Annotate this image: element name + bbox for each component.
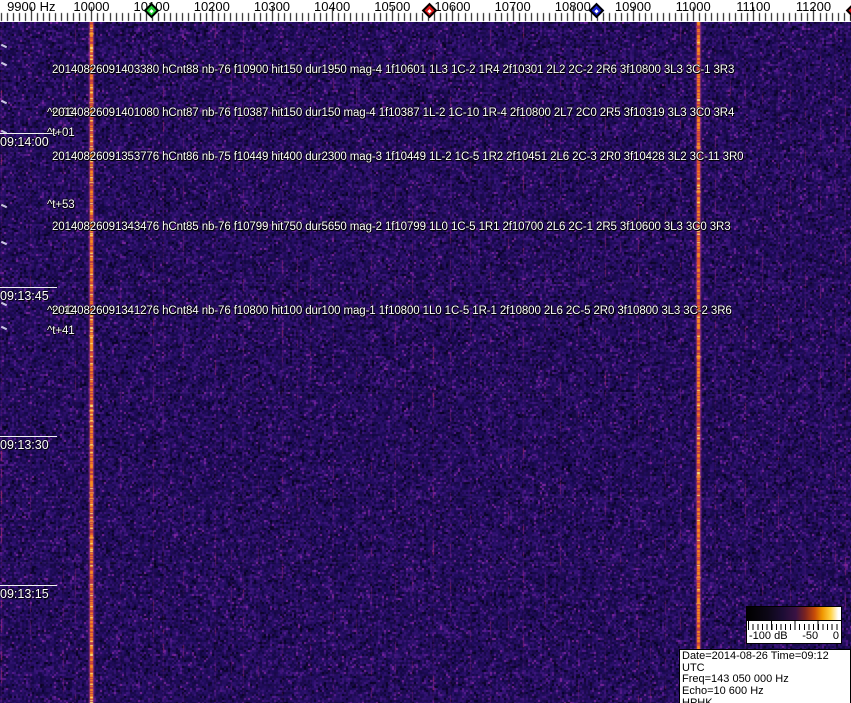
freq-axis-label: 10800 bbox=[554, 0, 591, 14]
time-offset-mark: ^t+42 bbox=[47, 305, 75, 317]
freq-axis-label: 9900 Hz bbox=[7, 0, 56, 14]
detection-log-line: 20140826091353776 hCnt86 nb-75 f10449 hi… bbox=[52, 151, 744, 163]
time-offset-mark: ^t+03 bbox=[47, 107, 75, 119]
time-axis-label: 09:13:15 bbox=[0, 585, 57, 601]
detection-log-line: 20140826091403380 hCnt88 nb-76 f10900 hi… bbox=[52, 64, 735, 76]
freq-marker-core bbox=[149, 8, 154, 13]
db-gradient-bar bbox=[747, 607, 841, 621]
freq-axis-label: 10500 bbox=[374, 0, 411, 14]
detection-log-line: 20140826091401080 hCnt87 nb-76 f10387 hi… bbox=[52, 107, 735, 119]
time-axis-label: 09:13:45 bbox=[0, 287, 57, 303]
freq-axis-label: 11100 bbox=[736, 0, 771, 14]
frequency-axis: 9900 Hz100001010010200103001040010500106… bbox=[0, 0, 851, 22]
info-echo: Echo=10 600 Hz bbox=[682, 685, 764, 698]
freq-axis-label: 11200 bbox=[795, 0, 832, 14]
freq-axis-label: 11000 bbox=[675, 0, 711, 14]
time-offset-mark: ^t+41 bbox=[47, 325, 75, 337]
time-offset-mark: ^t+01 bbox=[47, 127, 75, 139]
db-scale-legend: -100 dB -50 0 bbox=[746, 606, 842, 644]
freq-axis-label: 10200 bbox=[193, 0, 230, 14]
time-axis-label: 09:13:30 bbox=[0, 436, 57, 452]
freq-axis-label: 10300 bbox=[253, 0, 291, 14]
info-frequency: Freq=143 050 000 Hz bbox=[682, 673, 789, 686]
freq-axis-label: 10400 bbox=[314, 0, 351, 14]
time-offset-mark: ^t+53 bbox=[47, 199, 75, 211]
freq-axis-label: 10700 bbox=[494, 0, 531, 14]
freq-marker-core bbox=[594, 8, 599, 13]
detection-log-line: 20140826091343476 hCnt85 nb-76 f10799 hi… bbox=[52, 221, 731, 233]
db-scale-ticks bbox=[748, 621, 840, 630]
freq-axis-label: 10900 bbox=[614, 0, 652, 14]
db-label-mid: -50 bbox=[802, 630, 819, 642]
db-label-max: 0 bbox=[832, 630, 839, 642]
info-date-time: Date=2014-08-26 Time=09:12 UTC bbox=[682, 650, 829, 674]
db-scale-labels: -100 dB -50 0 bbox=[747, 630, 841, 643]
detection-log-line: 20140826091341276 hCnt84 nb-76 f10800 hi… bbox=[52, 305, 732, 317]
freq-axis-label: 10600 bbox=[434, 0, 471, 14]
status-info-box: Date=2014-08-26 Time=09:12 UTC Freq=143 … bbox=[679, 649, 851, 703]
db-label-min: -100 dB bbox=[749, 630, 788, 642]
freq-marker-core bbox=[426, 8, 432, 13]
spectrogram-waterfall[interactable] bbox=[0, 22, 851, 703]
freq-axis-label: 10000 bbox=[73, 0, 110, 14]
time-axis-label: 09:14:00 bbox=[0, 133, 57, 149]
info-station-id: HPHK bbox=[682, 696, 713, 703]
